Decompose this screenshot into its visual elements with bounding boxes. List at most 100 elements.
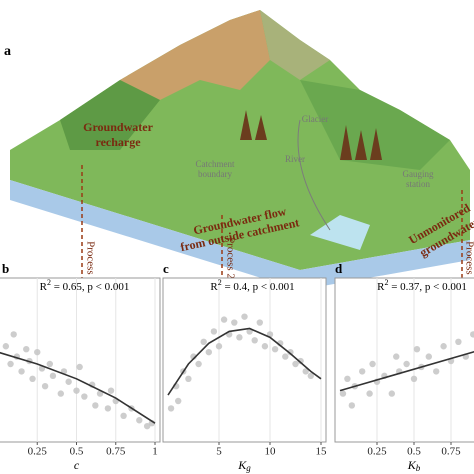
- label: station: [406, 179, 430, 189]
- point: [366, 390, 373, 397]
- point: [339, 390, 347, 397]
- point: [29, 375, 36, 382]
- river: [297, 119, 331, 231]
- x-tick-label: 0.5: [70, 446, 84, 458]
- stat-sup: 2: [218, 278, 222, 287]
- point: [440, 343, 447, 350]
- point: [433, 368, 440, 375]
- point: [2, 343, 10, 350]
- ridge: [300, 80, 450, 170]
- process-label: Process 3: [463, 241, 474, 283]
- point: [175, 397, 182, 405]
- stat-rest: = 0.65, p < 0.001: [51, 281, 129, 293]
- point: [10, 331, 17, 338]
- point: [307, 372, 314, 380]
- point: [302, 368, 309, 375]
- point: [49, 372, 57, 380]
- point: [287, 348, 294, 356]
- point: [41, 383, 49, 390]
- stat-annotation: R2 = 0.65, p < 0.001: [40, 278, 130, 293]
- point: [215, 343, 223, 350]
- stat-annotation: R2 = 0.4, p < 0.001: [210, 278, 294, 293]
- process-lines: [81, 165, 463, 282]
- point: [205, 348, 212, 356]
- x-axis-label: Kg: [237, 458, 251, 473]
- point: [92, 402, 99, 409]
- point: [167, 405, 175, 412]
- point: [231, 319, 238, 326]
- x-tick-label: 0.25: [367, 446, 387, 458]
- x-tick-label: 0.75: [106, 446, 126, 458]
- x-label-main: K: [407, 458, 417, 472]
- point: [57, 390, 64, 397]
- point: [425, 353, 432, 360]
- point: [195, 360, 202, 368]
- stat-annotation: R2 = 0.37, p < 0.001: [377, 278, 467, 293]
- point: [359, 368, 366, 375]
- fit-line: [0, 351, 156, 424]
- x-label-main: c: [74, 458, 80, 472]
- point: [236, 334, 243, 341]
- point: [256, 319, 263, 326]
- process-label: Process 2: [224, 237, 236, 279]
- ridge: [60, 80, 160, 150]
- panel-label: d: [335, 261, 343, 276]
- point: [34, 348, 41, 356]
- label: Gauging: [403, 169, 434, 179]
- point: [210, 328, 218, 335]
- point: [143, 422, 151, 430]
- label: Catchment: [196, 159, 235, 169]
- x-label-sub: b: [416, 463, 421, 473]
- peak: [260, 10, 330, 80]
- point: [81, 393, 88, 400]
- label: Groundwater: [83, 120, 153, 134]
- point: [455, 338, 462, 345]
- point: [46, 360, 54, 368]
- x-label-main: K: [237, 458, 247, 472]
- x-tick-label: 0.25: [28, 446, 48, 458]
- point: [251, 337, 258, 344]
- x-axis-label: c: [74, 458, 80, 472]
- point: [369, 360, 376, 368]
- stat-sup: 2: [384, 278, 388, 287]
- trees: [240, 110, 382, 160]
- point: [297, 357, 304, 365]
- x-tick-label: 0.5: [407, 446, 421, 458]
- point: [292, 360, 299, 368]
- label: boundary: [198, 169, 232, 179]
- label: recharge: [95, 135, 141, 149]
- fit-line: [339, 350, 474, 392]
- x-tick-label: 5: [216, 446, 222, 458]
- point: [73, 387, 80, 394]
- peak: [120, 10, 270, 100]
- point: [76, 363, 83, 371]
- process-label: Process 1: [84, 241, 96, 283]
- point: [388, 390, 395, 397]
- stat-r: R: [40, 281, 48, 293]
- point: [271, 346, 279, 353]
- point: [413, 346, 421, 353]
- stat-rest: = 0.4, p < 0.001: [222, 281, 295, 293]
- panel-label: b: [2, 261, 9, 276]
- point: [410, 375, 418, 382]
- point: [120, 412, 127, 419]
- point: [393, 353, 400, 360]
- point: [403, 360, 410, 368]
- point: [23, 346, 30, 353]
- stat-r: R: [377, 281, 385, 293]
- stat-sup: 2: [47, 278, 51, 287]
- x-label-sub: g: [246, 463, 251, 473]
- x-tick-label: 1: [152, 446, 158, 458]
- stat-r: R: [210, 281, 218, 293]
- point: [7, 360, 14, 368]
- point: [200, 338, 207, 345]
- label: Glacier: [302, 114, 328, 124]
- x-tick-label: 10: [265, 446, 277, 458]
- point: [185, 375, 192, 382]
- x-axis-label: Kb: [407, 458, 421, 473]
- point: [220, 316, 228, 323]
- panel-label: c: [163, 261, 169, 276]
- point: [344, 375, 351, 382]
- point: [261, 343, 269, 350]
